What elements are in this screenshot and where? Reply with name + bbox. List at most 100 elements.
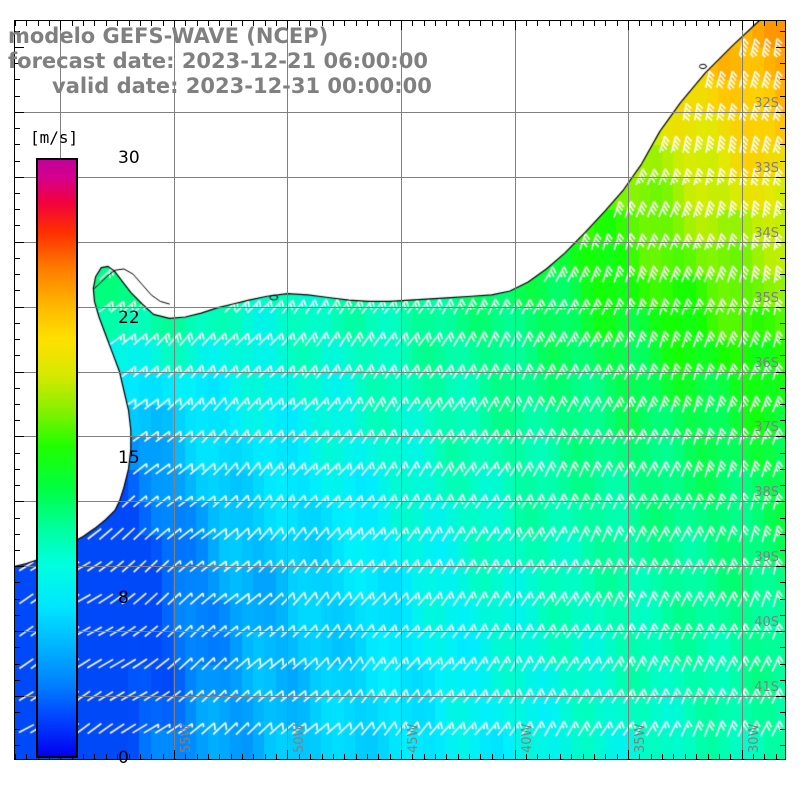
axis-tick xyxy=(776,696,785,697)
axis-tick xyxy=(673,754,674,759)
axis-tick xyxy=(49,21,50,26)
axis-tick xyxy=(780,96,785,97)
axis-tick xyxy=(526,754,527,759)
axis-tick xyxy=(742,750,743,759)
axis-tick xyxy=(15,47,24,48)
axis-tick xyxy=(780,225,785,226)
axis-tick xyxy=(60,21,61,30)
axis-tick xyxy=(780,680,785,681)
axis-tick xyxy=(776,566,785,567)
axis-tick xyxy=(719,754,720,759)
latitude-label: 40S xyxy=(754,615,779,630)
axis-tick xyxy=(26,754,27,759)
axis-tick xyxy=(780,664,785,665)
axis-tick xyxy=(639,21,640,26)
latitude-label: 36S xyxy=(754,356,779,371)
axis-tick xyxy=(15,96,20,97)
axis-tick xyxy=(776,372,785,373)
axis-tick xyxy=(780,388,785,389)
axis-tick xyxy=(401,750,402,759)
axis-tick xyxy=(776,754,777,759)
axis-tick xyxy=(780,193,785,194)
axis-tick xyxy=(446,21,447,26)
colorbar-tick-30: 30 xyxy=(118,148,140,168)
axis-tick xyxy=(219,21,220,26)
colorbar-tick-0: 0 xyxy=(118,748,129,768)
axis-tick xyxy=(94,21,95,26)
latitude-label: 35S xyxy=(754,291,779,306)
axis-tick xyxy=(780,404,785,405)
axis-tick xyxy=(253,21,254,26)
axis-tick xyxy=(15,372,24,373)
axis-tick xyxy=(15,144,20,145)
axis-tick xyxy=(265,754,266,759)
axis-tick xyxy=(780,599,785,600)
axis-tick xyxy=(163,754,164,759)
axis-tick xyxy=(780,469,785,470)
axis-tick xyxy=(15,729,20,730)
axis-tick xyxy=(780,323,785,324)
axis-tick xyxy=(776,501,785,502)
axis-tick xyxy=(208,754,209,759)
axis-tick xyxy=(356,754,357,759)
axis-tick xyxy=(639,754,640,759)
axis-tick xyxy=(780,615,785,616)
axis-tick xyxy=(537,21,538,26)
axis-tick xyxy=(15,566,24,567)
axis-tick xyxy=(15,712,20,713)
axis-tick xyxy=(185,21,186,26)
axis-tick xyxy=(15,550,20,551)
axis-tick xyxy=(15,696,24,697)
axis-tick xyxy=(537,754,538,759)
axis-tick xyxy=(140,21,141,26)
colorbar-tick-8: 8 xyxy=(118,588,129,608)
axis-tick xyxy=(15,161,20,162)
axis-tick xyxy=(412,754,413,759)
axis-tick xyxy=(174,750,175,759)
axis-tick xyxy=(503,754,504,759)
colorbar-tick-15: 15 xyxy=(118,448,140,468)
axis-tick xyxy=(776,242,785,243)
latitude-label: 33S xyxy=(754,161,779,176)
colorbar-unit-label: [m/s] xyxy=(30,128,79,147)
colorbar-gradient xyxy=(36,158,78,758)
axis-tick xyxy=(776,47,785,48)
axis-tick xyxy=(253,754,254,759)
axis-tick xyxy=(424,754,425,759)
axis-tick xyxy=(780,712,785,713)
axis-tick xyxy=(287,750,288,759)
axis-tick xyxy=(15,615,20,616)
axis-tick xyxy=(265,21,266,26)
axis-tick xyxy=(15,469,20,470)
axis-tick xyxy=(780,209,785,210)
axis-tick xyxy=(651,21,652,26)
longitude-label: 30W xyxy=(747,723,762,753)
axis-tick xyxy=(651,754,652,759)
axis-tick xyxy=(571,754,572,759)
axis-tick xyxy=(480,21,481,26)
axis-tick xyxy=(492,754,493,759)
axis-tick xyxy=(780,745,785,746)
axis-tick xyxy=(776,21,777,26)
axis-tick xyxy=(276,754,277,759)
axis-tick xyxy=(356,21,357,26)
map-plot-area[interactable]: 60W55W50W45W40W35W30W 32S33S34S35S36S37S… xyxy=(14,20,786,760)
axis-tick xyxy=(780,518,785,519)
axis-tick xyxy=(333,21,334,26)
axis-tick xyxy=(333,754,334,759)
axis-tick xyxy=(753,21,754,26)
axis-tick xyxy=(129,21,130,26)
axis-tick xyxy=(15,518,20,519)
axis-tick xyxy=(15,225,20,226)
axis-tick xyxy=(83,754,84,759)
axis-tick xyxy=(15,209,20,210)
axis-tick xyxy=(549,754,550,759)
axis-tick xyxy=(401,21,402,30)
axis-tick xyxy=(15,63,20,64)
axis-tick xyxy=(780,31,785,32)
axis-tick xyxy=(15,112,24,113)
axis-tick xyxy=(129,754,130,759)
axis-tick xyxy=(696,21,697,26)
axis-tick xyxy=(208,21,209,26)
